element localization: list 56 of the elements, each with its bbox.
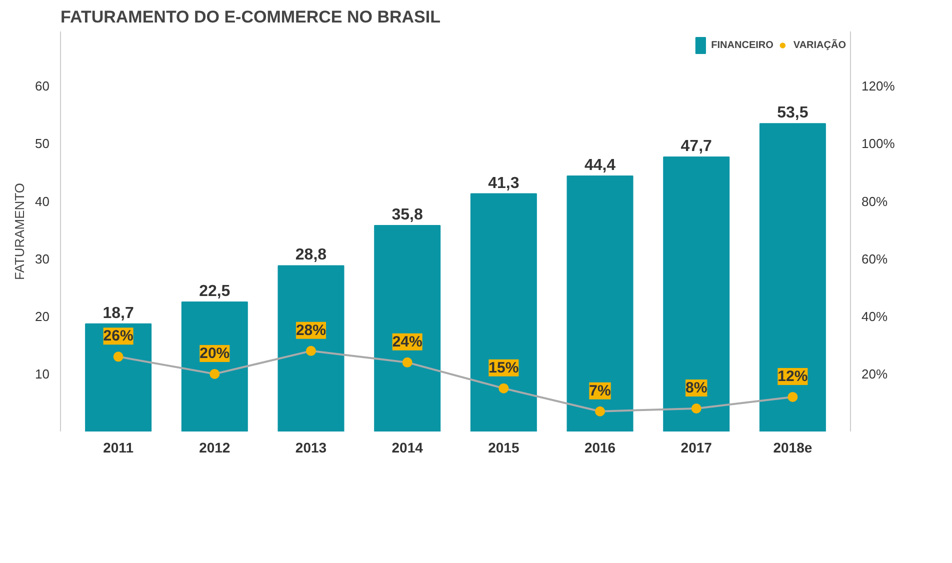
y2-tick-label: 80%: [862, 194, 888, 209]
y2-tick-label: 60%: [862, 251, 888, 266]
y-tick-label: 20: [35, 308, 50, 324]
bar: [470, 193, 537, 432]
legend-label: FINANCEIRO: [711, 40, 774, 50]
bar: [566, 175, 634, 432]
y-tick-label: 30: [35, 251, 50, 266]
y-tick-label: 50: [35, 136, 50, 152]
data-label: 15%: [488, 359, 519, 376]
bar: [759, 123, 826, 432]
y2-tick-label: 20%: [862, 366, 888, 382]
data-label: 44,4: [584, 156, 616, 174]
y-tick-label: 10: [35, 366, 50, 382]
legend-label: VARIAÇÃO: [793, 40, 846, 50]
x-tick-label: 2018e: [773, 440, 812, 456]
y-tick-label: 60: [35, 78, 50, 94]
data-label: 7%: [589, 382, 611, 400]
point: [210, 368, 220, 379]
data-label: 24%: [392, 333, 422, 350]
bar: [663, 156, 730, 432]
data-label: 8%: [686, 379, 708, 396]
x-tick-label: 2016: [584, 440, 616, 456]
point: [402, 357, 412, 368]
x-tick-label: 2015: [488, 440, 520, 456]
bar: [374, 224, 441, 432]
point: [306, 346, 316, 356]
point: [595, 406, 606, 416]
x-tick-label: 2014: [392, 440, 424, 456]
bar: [181, 302, 248, 432]
x-tick-label: 2012: [199, 440, 230, 456]
data-label: 22,5: [199, 283, 230, 300]
y2-tick-label: 100%: [862, 136, 896, 152]
data-label: 20%: [200, 344, 230, 362]
y2-tick-label: 40%: [862, 308, 888, 324]
point: [113, 352, 124, 362]
x-tick-label: 2017: [680, 440, 712, 456]
bar: [85, 323, 152, 432]
point: [498, 383, 509, 394]
x-tick-label: 2011: [103, 440, 134, 456]
data-label: 35,8: [392, 206, 423, 224]
data-label: 47,7: [680, 138, 712, 155]
data-label: 28,8: [295, 246, 327, 264]
bar: [278, 265, 344, 432]
y-axis-title: FATURAMENTO: [12, 182, 28, 280]
data-label: 12%: [778, 368, 808, 385]
y2-tick-label: 120%: [862, 78, 896, 94]
data-label: 41,3: [488, 174, 520, 192]
point: [788, 392, 798, 402]
data-label: 26%: [103, 328, 134, 345]
data-label: 53,5: [777, 104, 808, 122]
data-label: 28%: [296, 322, 326, 339]
y-tick-label: 40: [35, 194, 50, 209]
chart-title: FATURAMENTO DO E-COMMERCE NO BRASIL: [60, 8, 440, 26]
data-label: 18,7: [102, 304, 134, 322]
x-tick-label: 2013: [295, 440, 327, 456]
point: [691, 403, 702, 414]
